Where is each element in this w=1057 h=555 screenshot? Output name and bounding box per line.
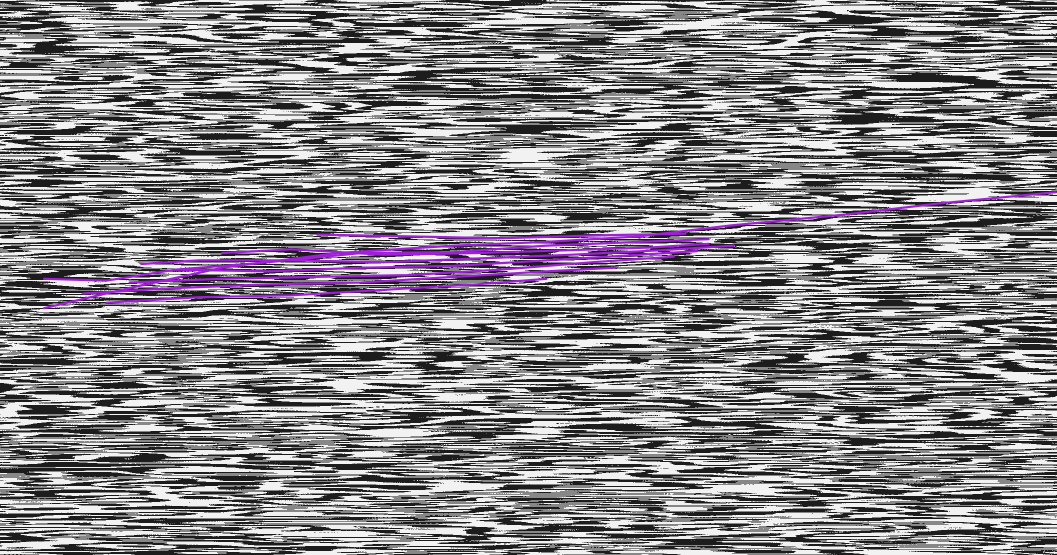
line-number-tick-label: 1 bbox=[732, 7, 737, 17]
line-number-tick-label: 1 bbox=[870, 7, 875, 17]
depth-tick-label: -5000 bbox=[13, 329, 36, 339]
trace-tick-label: 1741 bbox=[956, 18, 976, 28]
line-number-tick-label: 1 bbox=[639, 7, 644, 17]
horizon-line bbox=[128, 255, 675, 284]
horizon-line bbox=[221, 242, 710, 256]
depth-tick-label: -5500 bbox=[13, 421, 36, 431]
trace-tick-label: 1461 bbox=[307, 18, 327, 28]
line-number-tick-label: 1 bbox=[361, 7, 366, 17]
depth-tick-label: -4500 bbox=[13, 237, 36, 247]
trace-tick-label: 1361 bbox=[76, 18, 96, 28]
line-number-tick-label: 1 bbox=[407, 7, 412, 17]
trace-tick-label: 1681 bbox=[817, 18, 837, 28]
trace-tick-label: 1761 bbox=[1002, 18, 1022, 28]
line-number-tick-label: 1 bbox=[963, 7, 968, 17]
trace-tick-label: 1661 bbox=[770, 18, 790, 28]
trace-tick-label: 1701 bbox=[863, 18, 883, 28]
line-number-tick-label: 1 bbox=[778, 7, 783, 17]
trace-tick-label: 1601 bbox=[631, 18, 651, 28]
line-number-tick-label: 1 bbox=[917, 7, 922, 17]
horizon-line bbox=[82, 266, 618, 295]
line-number-tick-label: 1 bbox=[176, 7, 181, 17]
line-number-tick-label: 1 bbox=[454, 7, 459, 17]
trace-tick-label: 1401 bbox=[168, 18, 188, 28]
depth-axis: -3500 -4000 -4500 -5000 -5500 -6000 bbox=[13, 53, 45, 523]
trace-tick-label: 1501 bbox=[400, 18, 420, 28]
line-number-tick-label: 1 bbox=[315, 7, 320, 17]
trace-tick-label: 1721 bbox=[909, 18, 929, 28]
trace-tick-label: 1561 bbox=[539, 18, 559, 28]
trace-tick-label: 1581 bbox=[585, 18, 605, 28]
line-number-tick-label: 1 bbox=[593, 7, 598, 17]
horizon-line bbox=[316, 232, 687, 240]
line-number-tick-label: 1 bbox=[546, 7, 551, 17]
line-number-tick-label: 1 bbox=[268, 7, 273, 17]
horizon-line bbox=[105, 277, 548, 304]
horizon-picks bbox=[42, 191, 1057, 310]
line-number-tick-label: 1 bbox=[824, 7, 829, 17]
depth-tick-label: -4000 bbox=[13, 145, 36, 155]
trace-tick-label: 1621 bbox=[678, 18, 698, 28]
horizon-line bbox=[42, 191, 1057, 310]
horizon-line bbox=[140, 244, 736, 266]
line-header-label: LINE bbox=[7, 7, 27, 17]
line-number-tick-label: 1 bbox=[685, 7, 690, 17]
line-number-tick-label: 1 bbox=[222, 7, 227, 17]
trace-tick-label: 1441 bbox=[261, 18, 281, 28]
trace-tick-label: 1641 bbox=[724, 18, 744, 28]
trace-header-label: TRACE bbox=[7, 18, 38, 28]
trace-tick-label: 1481 bbox=[354, 18, 374, 28]
trace-tick-label: 1421 bbox=[215, 18, 235, 28]
line-number-tick-label: 1 bbox=[130, 7, 135, 17]
depth-tick-label: -6000 bbox=[13, 513, 36, 523]
horizon-line bbox=[174, 250, 699, 273]
depth-tick-label: -3500 bbox=[13, 53, 36, 63]
trace-tick-label: 1381 bbox=[122, 18, 142, 28]
trace-tick-label: 1521 bbox=[446, 18, 466, 28]
trace-tick-label: 1541 bbox=[492, 18, 512, 28]
trace-axis: 1136111381114011142111441114611148111501… bbox=[76, 7, 1022, 39]
line-number-tick-label: 1 bbox=[500, 7, 505, 17]
line-number-tick-label: 1 bbox=[83, 7, 88, 17]
line-number-tick-label: 1 bbox=[1009, 7, 1014, 17]
